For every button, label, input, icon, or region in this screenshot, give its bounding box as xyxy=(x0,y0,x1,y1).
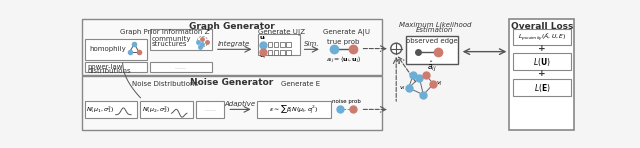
Bar xyxy=(280,42,285,47)
Text: Overall Loss: Overall Loss xyxy=(511,22,573,31)
Bar xyxy=(84,38,147,60)
Bar xyxy=(268,50,272,55)
Text: $L(\mathbf{U})$: $L(\mathbf{U})$ xyxy=(533,56,551,68)
Bar xyxy=(509,19,575,130)
Text: $\hat{a}_{ij}$: $\hat{a}_{ij}$ xyxy=(427,59,436,74)
Text: Adaptive: Adaptive xyxy=(225,101,256,107)
Text: Graph Prior Information Z: Graph Prior Information Z xyxy=(120,29,210,35)
Text: Maximum Likelihood: Maximum Likelihood xyxy=(399,22,471,28)
Text: homophily: homophily xyxy=(90,46,126,52)
Text: structures: structures xyxy=(152,41,188,47)
Bar xyxy=(286,42,291,47)
Text: community: community xyxy=(152,36,191,42)
Bar xyxy=(268,42,272,47)
Bar xyxy=(513,53,571,70)
Text: $v_j$: $v_j$ xyxy=(436,79,443,89)
Text: Noise Generator: Noise Generator xyxy=(190,78,273,87)
Text: $\epsilon \sim \sum \beta_j N(\mu_j, \sigma_j^2)$: $\epsilon \sim \sum \beta_j N(\mu_j, \si… xyxy=(269,103,319,116)
Bar xyxy=(84,101,138,118)
Bar xyxy=(259,34,300,56)
Text: +: + xyxy=(538,69,546,78)
Text: noise prob: noise prob xyxy=(332,99,361,104)
Bar xyxy=(196,101,224,118)
Text: $N(\mu_1, \sigma_1^2)$: $N(\mu_1, \sigma_1^2)$ xyxy=(86,104,115,115)
Text: Integrate: Integrate xyxy=(218,41,250,47)
Text: Generate E: Generate E xyxy=(282,81,321,87)
Bar xyxy=(84,62,147,72)
Text: power-law: power-law xyxy=(88,64,124,70)
Text: $v_i$: $v_i$ xyxy=(399,84,406,92)
Bar xyxy=(150,29,212,50)
Bar xyxy=(286,50,291,55)
Bar xyxy=(406,36,458,64)
Circle shape xyxy=(391,43,402,54)
Text: Graph Generator: Graph Generator xyxy=(189,22,275,31)
Text: distributions: distributions xyxy=(88,68,131,74)
Bar xyxy=(274,50,278,55)
Text: Generate U|Z: Generate U|Z xyxy=(258,29,305,36)
Bar xyxy=(280,50,285,55)
Text: $L(\mathbf{E})$: $L(\mathbf{E})$ xyxy=(534,82,550,94)
Text: ......: ...... xyxy=(204,107,216,112)
Text: observed edge: observed edge xyxy=(406,38,458,44)
Bar xyxy=(81,19,382,75)
Text: +: + xyxy=(538,44,546,53)
Text: true prob: true prob xyxy=(327,38,360,45)
Bar xyxy=(513,79,571,96)
Text: $\mathbf{u}_j$: $\mathbf{u}_j$ xyxy=(259,52,267,62)
Text: Generate A|U: Generate A|U xyxy=(323,29,370,36)
Bar xyxy=(150,62,212,72)
Text: Estimation: Estimation xyxy=(416,27,454,33)
Bar xyxy=(140,101,193,118)
Text: ......: ...... xyxy=(175,65,187,70)
Bar xyxy=(513,29,571,45)
Text: $L_{proximity}(\hat{A}, U, E)$: $L_{proximity}(\hat{A}, U, E)$ xyxy=(518,31,566,43)
Text: $N(\mu_2, \sigma_2^2)$: $N(\mu_2, \sigma_2^2)$ xyxy=(142,104,170,115)
Bar xyxy=(81,76,382,130)
Text: $\mathbf{u}_i$: $\mathbf{u}_i$ xyxy=(259,34,267,42)
Text: $a_{ij} = \langle \mathbf{u}_i, \mathbf{u}_j \rangle$: $a_{ij} = \langle \mathbf{u}_i, \mathbf{… xyxy=(326,55,361,66)
Bar xyxy=(274,42,278,47)
Bar xyxy=(257,101,331,118)
Text: Noise Distributions: Noise Distributions xyxy=(132,81,198,87)
Text: Sim.: Sim. xyxy=(304,41,319,47)
